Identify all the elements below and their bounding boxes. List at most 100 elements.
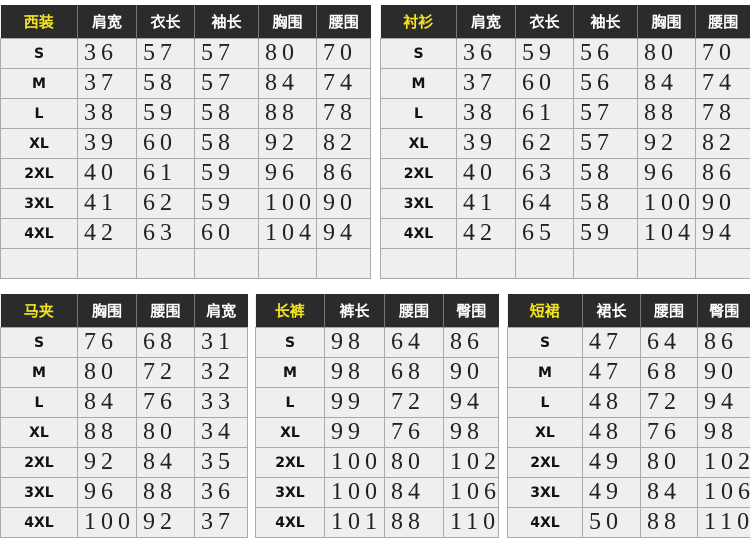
table-row: 2XL 100 80 102 bbox=[255, 447, 499, 478]
measurement-cell: 80 bbox=[637, 38, 696, 69]
size-table-trousers: 长裤 裤长 腰围 臀围 S 98 64 86 M 98 68 90 L 99 72 94 XL 99 76 98 2XL… bbox=[255, 294, 499, 538]
measurement-cell: 101 bbox=[324, 507, 385, 538]
table-row: XL 99 76 98 bbox=[255, 417, 499, 448]
measurement-cell: 98 bbox=[697, 417, 750, 448]
measurement-cell: 98 bbox=[324, 327, 385, 358]
table-row: XL 39 62 57 92 82 bbox=[380, 128, 750, 159]
measurement-cell bbox=[77, 248, 137, 279]
measurement-cell: 62 bbox=[515, 128, 574, 159]
size-label: S bbox=[380, 38, 457, 69]
measurement-cell: 88 bbox=[637, 98, 696, 129]
table-row: 2XL 49 80 102 bbox=[507, 447, 750, 478]
measurement-cell: 31 bbox=[194, 327, 248, 358]
column-header: 肩宽 bbox=[194, 294, 248, 328]
size-label: S bbox=[0, 38, 78, 69]
measurement-cell: 63 bbox=[515, 158, 574, 189]
measurement-cell: 65 bbox=[515, 218, 574, 249]
measurement-cell: 90 bbox=[697, 357, 750, 388]
measurement-cell: 90 bbox=[695, 188, 750, 219]
measurement-cell: 36 bbox=[194, 477, 248, 508]
column-header: 腰围 bbox=[384, 294, 444, 328]
table-title: 西装 bbox=[0, 5, 78, 39]
measurement-cell: 59 bbox=[194, 188, 259, 219]
column-header: 腰围 bbox=[136, 294, 195, 328]
header-row: 衬衫 肩宽 衣长 袖长 胸围 腰围 bbox=[380, 5, 750, 39]
table-row: 4XL 50 88 110 bbox=[507, 507, 750, 538]
measurement-cell: 106 bbox=[697, 477, 750, 508]
table-row bbox=[0, 248, 371, 279]
column-header: 衣长 bbox=[136, 5, 195, 39]
size-label: 2XL bbox=[507, 447, 583, 478]
measurement-cell: 88 bbox=[136, 477, 195, 508]
size-label: M bbox=[0, 68, 78, 99]
column-header: 胸围 bbox=[77, 294, 137, 328]
measurement-cell: 40 bbox=[77, 158, 137, 189]
measurement-cell: 96 bbox=[637, 158, 696, 189]
measurement-cell: 32 bbox=[194, 357, 248, 388]
measurement-cell: 82 bbox=[695, 128, 750, 159]
size-label: 3XL bbox=[507, 477, 583, 508]
measurement-cell: 74 bbox=[695, 68, 750, 99]
table-row: L 48 72 94 bbox=[507, 387, 750, 418]
measurement-cell: 57 bbox=[194, 38, 259, 69]
column-header: 臀围 bbox=[443, 294, 499, 328]
measurement-cell: 94 bbox=[316, 218, 371, 249]
measurement-cell: 33 bbox=[194, 387, 248, 418]
measurement-cell: 86 bbox=[316, 158, 371, 189]
measurement-cell: 94 bbox=[443, 387, 499, 418]
measurement-cell: 39 bbox=[77, 128, 137, 159]
size-label: L bbox=[255, 387, 325, 418]
table-row bbox=[380, 248, 750, 279]
measurement-cell: 61 bbox=[515, 98, 574, 129]
table-row: S 36 59 56 80 70 bbox=[380, 38, 750, 69]
measurement-cell: 64 bbox=[640, 327, 698, 358]
size-label: S bbox=[255, 327, 325, 358]
size-label bbox=[0, 248, 78, 279]
measurement-cell: 70 bbox=[695, 38, 750, 69]
measurement-cell: 49 bbox=[582, 477, 641, 508]
measurement-cell: 72 bbox=[640, 387, 698, 418]
size-table-vest: 马夹 胸围 腰围 肩宽 S 76 68 31 M 80 72 32 L 84 76 33 XL 88 80 34 2XL… bbox=[0, 294, 248, 538]
measurement-cell: 40 bbox=[456, 158, 516, 189]
measurement-cell: 60 bbox=[136, 128, 195, 159]
measurement-cell: 76 bbox=[136, 387, 195, 418]
measurement-cell: 88 bbox=[258, 98, 317, 129]
measurement-cell: 98 bbox=[443, 417, 499, 448]
measurement-cell: 57 bbox=[136, 38, 195, 69]
size-table-suit: 西装 肩宽 衣长 袖长 胸围 腰围 S 36 57 57 80 70 M 37 58 57 84 74 L 38 59 5… bbox=[0, 5, 371, 279]
measurement-cell: 57 bbox=[573, 98, 638, 129]
table-row: XL 39 60 58 92 82 bbox=[0, 128, 371, 159]
measurement-cell: 76 bbox=[640, 417, 698, 448]
size-label: S bbox=[0, 327, 78, 358]
measurement-cell: 94 bbox=[697, 387, 750, 418]
size-label: XL bbox=[0, 417, 78, 448]
measurement-cell: 94 bbox=[695, 218, 750, 249]
measurement-cell: 84 bbox=[77, 387, 137, 418]
header-row: 西装 肩宽 衣长 袖长 胸围 腰围 bbox=[0, 5, 371, 39]
measurement-cell: 92 bbox=[637, 128, 696, 159]
measurement-cell: 64 bbox=[384, 327, 444, 358]
measurement-cell: 35 bbox=[194, 447, 248, 478]
table-row: 4XL 100 92 37 bbox=[0, 507, 248, 538]
size-label: L bbox=[507, 387, 583, 418]
measurement-cell: 39 bbox=[456, 128, 516, 159]
measurement-cell: 88 bbox=[640, 507, 698, 538]
measurement-cell: 86 bbox=[443, 327, 499, 358]
measurement-cell: 48 bbox=[582, 417, 641, 448]
size-label: XL bbox=[507, 417, 583, 448]
measurement-cell bbox=[136, 248, 195, 279]
measurement-cell: 84 bbox=[637, 68, 696, 99]
measurement-cell: 59 bbox=[515, 38, 574, 69]
size-label: 3XL bbox=[380, 188, 457, 219]
size-label: XL bbox=[380, 128, 457, 159]
size-label: XL bbox=[0, 128, 78, 159]
measurement-cell: 80 bbox=[136, 417, 195, 448]
measurement-cell: 88 bbox=[77, 417, 137, 448]
measurement-cell: 80 bbox=[384, 447, 444, 478]
header-row: 马夹 胸围 腰围 肩宽 bbox=[0, 294, 248, 328]
column-header: 衣长 bbox=[515, 5, 574, 39]
measurement-cell: 100 bbox=[324, 447, 385, 478]
table-row: 4XL 42 65 59 104 94 bbox=[380, 218, 750, 249]
table-row: 3XL 41 62 59 100 90 bbox=[0, 188, 371, 219]
measurement-cell: 48 bbox=[582, 387, 641, 418]
